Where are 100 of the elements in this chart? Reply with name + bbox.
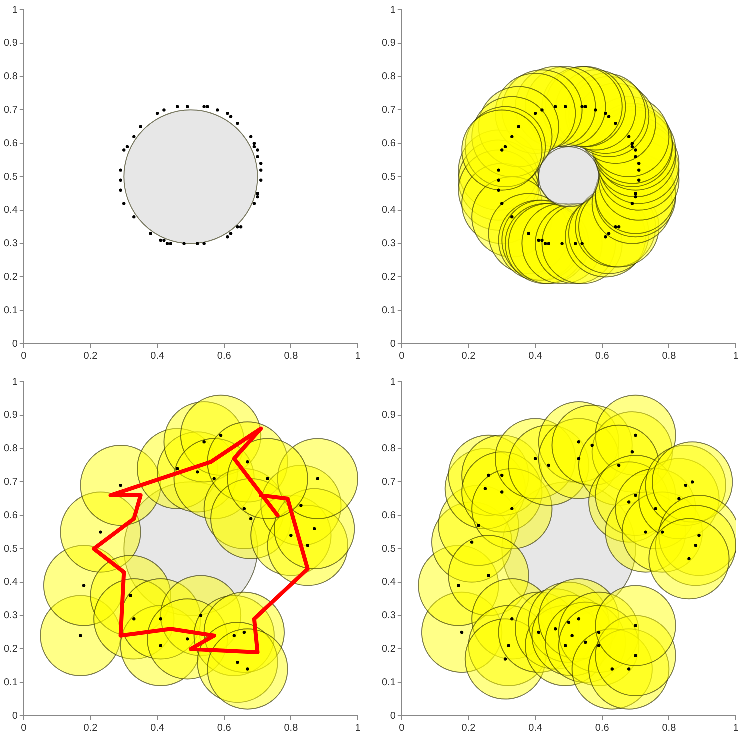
point (470, 540, 474, 544)
point (574, 242, 578, 246)
point (477, 524, 480, 528)
y-tick-label: 0 (390, 710, 396, 722)
point (607, 115, 611, 118)
x-tick-label: 0.4 (528, 350, 543, 362)
y-tick-label: 0.3 (382, 610, 396, 622)
point (630, 202, 634, 206)
point (246, 460, 250, 464)
y-tick-label: 0.5 (4, 544, 18, 555)
x-tick-label: 0.8 (284, 722, 299, 734)
point (597, 644, 601, 648)
point (510, 135, 514, 139)
point (484, 487, 488, 490)
point (132, 215, 136, 219)
point (607, 232, 611, 236)
x-tick-label: 0 (399, 350, 406, 362)
y-tick-label: 0.9 (382, 38, 396, 50)
point (159, 618, 162, 621)
y-tick-label: 0.9 (4, 410, 18, 422)
point (630, 450, 634, 454)
point (544, 242, 548, 246)
x-tick-label: 0 (399, 722, 406, 734)
point (206, 105, 210, 108)
y-tick-label: 0.2 (382, 272, 396, 283)
point (159, 644, 162, 648)
point (119, 178, 122, 182)
point (256, 155, 260, 159)
point (129, 594, 132, 598)
point (500, 490, 504, 494)
point (584, 105, 588, 108)
point (252, 202, 256, 206)
point (487, 574, 490, 578)
y-tick-label: 0.8 (4, 72, 18, 83)
y-tick-label: 0.1 (4, 305, 18, 316)
point (510, 215, 514, 219)
y-tick-label: 0.6 (4, 138, 18, 150)
x-tick-label: 0.2 (84, 722, 98, 734)
x-tick-label: 0.6 (595, 722, 610, 734)
point (122, 202, 126, 206)
point (260, 162, 263, 166)
point (202, 440, 206, 444)
point (604, 112, 608, 116)
point (186, 638, 190, 641)
y-tick-label: 1 (12, 376, 18, 388)
point (159, 238, 162, 242)
y-tick-label: 0.2 (4, 644, 18, 655)
point (554, 628, 558, 631)
x-tick-label: 0.8 (662, 350, 677, 362)
point (567, 620, 571, 624)
y-tick-label: 0.6 (382, 138, 396, 150)
x-tick-label: 0.6 (595, 350, 610, 362)
y-tick-label: 0.1 (382, 305, 396, 316)
point (500, 474, 504, 478)
x-tick-label: 1 (733, 350, 740, 362)
point (119, 168, 122, 172)
point (166, 242, 170, 246)
point (577, 457, 581, 460)
y-tick-label: 0.8 (4, 444, 18, 455)
point (504, 145, 508, 149)
x-tick-label: 0.2 (462, 350, 476, 362)
x-tick-label: 0 (21, 722, 28, 734)
point (126, 145, 130, 149)
y-tick-label: 0.4 (382, 577, 396, 588)
y-tick-label: 0.1 (4, 677, 18, 688)
point (694, 544, 698, 548)
x-tick-label: 1 (355, 350, 362, 362)
point (564, 644, 568, 648)
y-tick-label: 0.7 (382, 104, 396, 116)
point (236, 660, 240, 664)
point (634, 654, 638, 658)
point (306, 544, 310, 548)
point (617, 226, 621, 229)
point (584, 640, 588, 644)
point (580, 242, 584, 246)
point (634, 434, 638, 438)
point (630, 145, 634, 149)
point (239, 226, 243, 229)
x-tick-label: 1 (733, 722, 740, 734)
y-tick-label: 0.4 (382, 205, 396, 216)
point (497, 188, 500, 192)
point (497, 178, 500, 182)
y-tick-label: 0.6 (4, 510, 18, 522)
y-tick-label: 0 (390, 338, 396, 350)
point (527, 232, 530, 236)
point (627, 135, 631, 139)
y-tick-label: 0.1 (382, 677, 396, 688)
point (510, 507, 514, 511)
point (199, 614, 203, 618)
point (226, 112, 230, 116)
point (537, 238, 540, 242)
point (202, 105, 206, 108)
y-tick-label: 0.3 (4, 238, 18, 250)
y-tick-label: 0.9 (382, 410, 396, 422)
y-tick-label: 1 (390, 376, 396, 388)
point (212, 477, 216, 480)
point (504, 658, 508, 661)
x-tick-label: 0 (21, 350, 28, 362)
point (577, 618, 581, 621)
point (570, 634, 574, 638)
